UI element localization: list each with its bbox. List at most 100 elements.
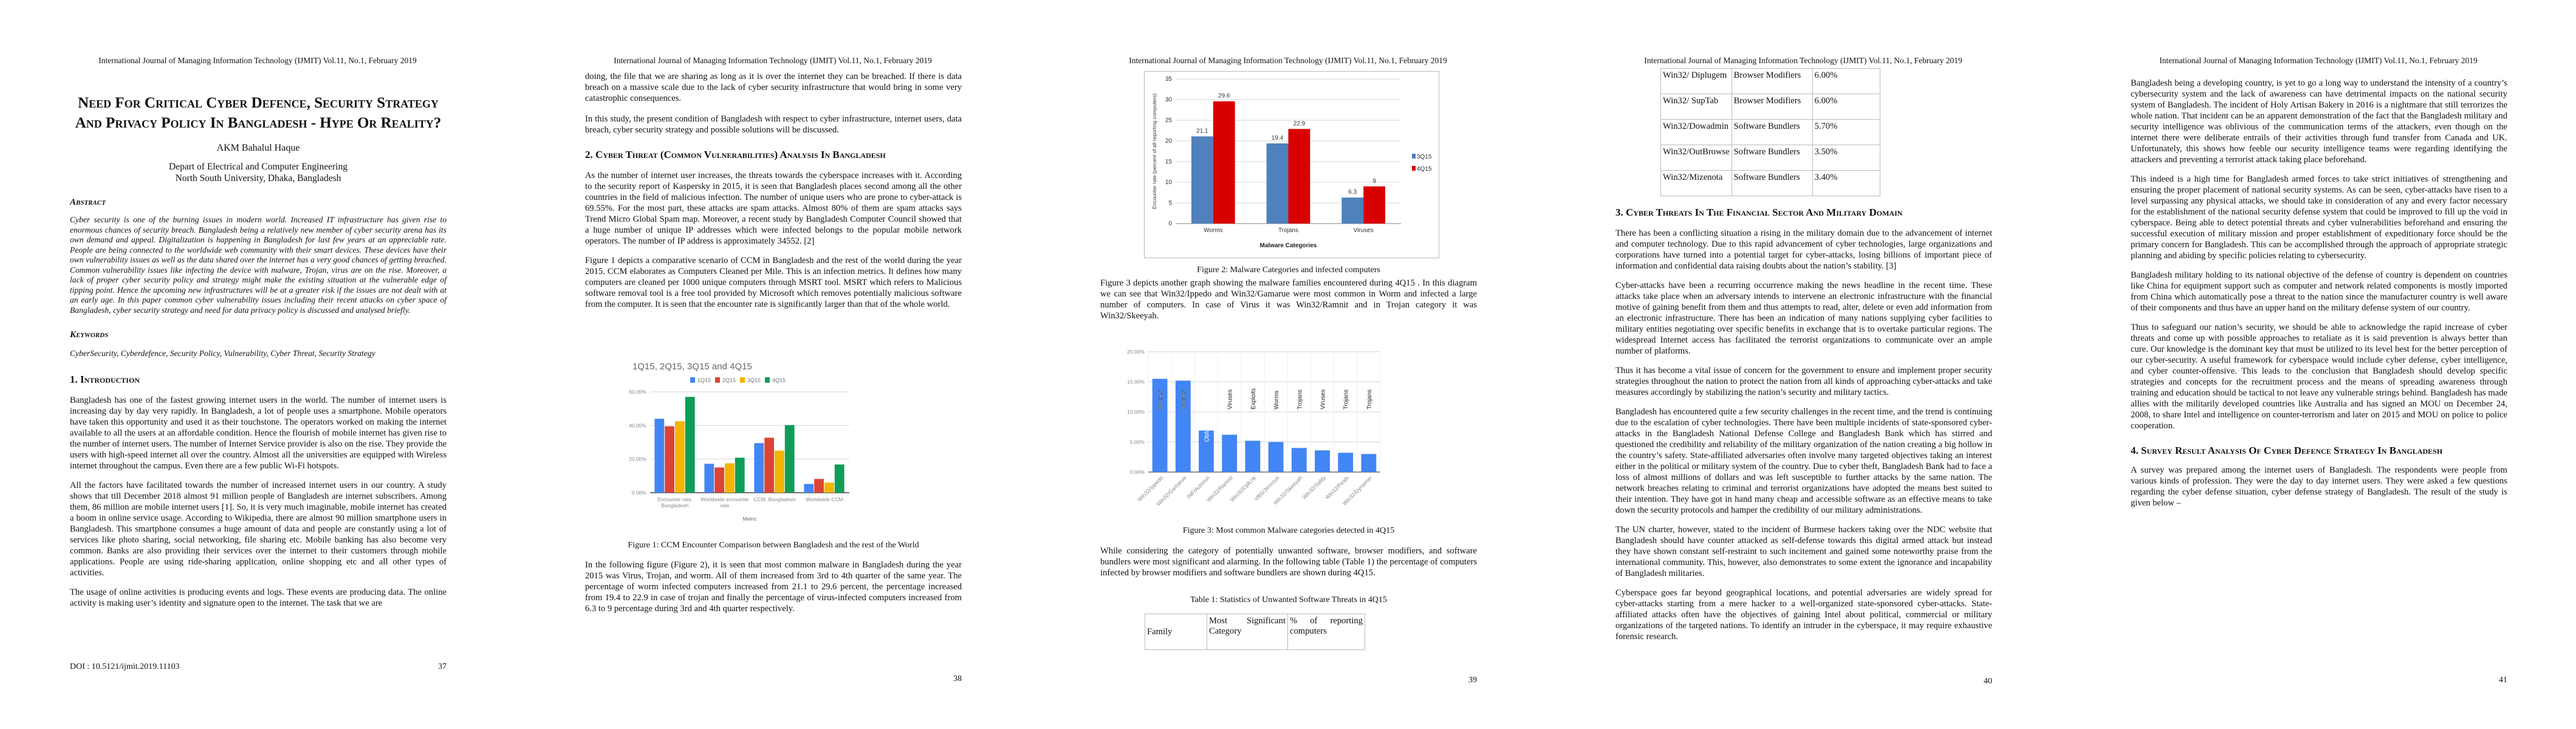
bar-category-label: Trojans <box>1343 389 1350 409</box>
chart-title: 1Q15, 2Q15, 3Q15 and 4Q15 <box>632 361 752 372</box>
bar-4Q15-2 <box>1363 186 1386 224</box>
bar-4Q15-2 <box>784 425 795 493</box>
bar-4Q15-3 <box>1222 434 1238 472</box>
table-row: Win32/OutBrowse Software Bundlers 3.50% <box>1660 145 1881 171</box>
legend-label: 1Q15 <box>697 377 711 383</box>
y-tick-label: 0 <box>1168 221 1172 227</box>
table-cell-percent: 3.50% <box>1812 145 1881 171</box>
paragraph: Thus to safeguard our nation’s security,… <box>2131 323 2507 431</box>
figure-2-chart: 0 5 10 15 20 25 30 35 21.1 29.6 Worms 19.4 22.9 Troja… <box>1144 71 1439 258</box>
page-41: International Journal of Managing Inform… <box>2061 0 2576 729</box>
x-tick-label: Worldwide CCM <box>806 496 843 502</box>
table-cell-percent: 6.00% <box>1812 94 1881 120</box>
table-cell-family: Win32/Mizenota <box>1660 170 1732 196</box>
bar-4Q15-7 <box>1315 450 1330 472</box>
bar-category-label: Trojans <box>1297 389 1303 409</box>
table-cell-family: Win32/ SupTab <box>1660 94 1732 120</box>
bar-4Q15-3 <box>834 464 844 493</box>
paragraph: In the following figure (Figure 2), it i… <box>585 560 962 614</box>
data-label: 9 <box>1372 178 1376 185</box>
paper-title: Need For Critical Cyber Defence, Securit… <box>75 95 442 131</box>
table-cell-percent: 5.70% <box>1812 119 1881 145</box>
page1-content: Need For Critical Cyber Defence, Securit… <box>70 66 447 609</box>
bar-category-label: Trojans <box>1366 389 1373 409</box>
bar-category-label: Worms <box>1180 391 1187 409</box>
y-tick-label: 30 <box>1165 97 1173 103</box>
data-label: 21.1 <box>1196 128 1208 135</box>
bar-4Q15-9 <box>1361 454 1377 472</box>
bar-3Q15-1 <box>1266 143 1289 224</box>
paragraph: Bangladesh has encountered quite a few s… <box>1615 407 1992 515</box>
bar-4Q15-1 <box>735 457 745 493</box>
data-label: 19.4 <box>1272 135 1284 142</box>
paragraph: Cyber-attacks have been a recurring occu… <box>1615 281 1992 356</box>
paragraph: Cyberspace goes far beyond geographical … <box>1615 588 1992 642</box>
section-4-heading: 4. Survey Result Analysis Of Cyber Defen… <box>2131 445 2443 456</box>
table-cell-category: Software Bundlers <box>1731 145 1813 171</box>
table-cell-percent: 6.00% <box>1812 68 1881 94</box>
legend-swatch-2Q15 <box>715 377 720 383</box>
bar-category-label: Worms <box>1157 391 1164 409</box>
figure-1-caption: Figure 1: CCM Encounter Comparison betwe… <box>628 541 919 550</box>
page5-content: Bangladesh being a developing country, i… <box>2131 78 2507 508</box>
y-tick-label: 25 <box>1165 117 1173 124</box>
table-cell-category: Browser Modifiers <box>1731 94 1813 120</box>
table-row: Win32/ Diplugem Browser Modifiers 6.00% <box>1660 68 1881 94</box>
table-cell-category: Software Bundlers <box>1731 119 1813 145</box>
introduction-heading: 1. Introduction <box>70 373 140 385</box>
page-number: 37 <box>438 662 447 671</box>
running-header: International Journal of Managing Inform… <box>1129 56 1447 65</box>
table-header-family: Family <box>1145 614 1207 650</box>
paragraph: In this study, the present condition of … <box>585 114 962 135</box>
running-header: International Journal of Managing Inform… <box>98 56 417 65</box>
table-1-caption: Table 1: Statistics of Unwanted Software… <box>1190 595 1387 604</box>
x-tick-label: Encounter rate, <box>657 496 693 502</box>
paragraph: As the number of internet user increases… <box>585 171 962 246</box>
bar-4Q15-2 <box>1199 430 1214 472</box>
running-header: International Journal of Managing Inform… <box>2159 56 2478 65</box>
bar-1Q15-2 <box>754 443 764 493</box>
bar-1Q15-3 <box>804 484 814 493</box>
bar-2Q15-0 <box>665 426 674 493</box>
figure-1-chart: 0.00% 20.00% 40.00% 60.00% Encounter rate,Ba… <box>629 361 849 522</box>
keywords-heading: Keywords <box>70 330 109 340</box>
paragraph: The UN charter, however, stated to the i… <box>1615 525 1992 578</box>
table-header-row: Family Most Significant Category % of re… <box>1145 614 1365 650</box>
bar-4Q15-5 <box>1268 442 1284 472</box>
page-39: International Journal of Managing Inform… <box>1030 0 1546 729</box>
x-tick-label: Viruses <box>1354 227 1374 234</box>
table-cell-family: Win32/OutBrowse <box>1660 145 1732 171</box>
running-header: International Journal of Managing Inform… <box>614 56 932 65</box>
data-label: 6.3 <box>1348 189 1357 196</box>
legend-swatch-1Q15 <box>690 377 695 383</box>
paragraph: Figure 1 depicts a comparative scenario … <box>585 256 962 309</box>
table-row: Win32/ SupTab Browser Modifiers 6.00% <box>1660 94 1881 120</box>
page3-para1: Figure 3 depicts another graph showing t… <box>1100 278 1477 321</box>
x-tick-label: CCM, Bangladesh <box>754 496 796 502</box>
affiliation-university: North South University, Dhaka, Banglades… <box>175 173 341 183</box>
bar-1Q15-1 <box>704 464 714 493</box>
table-header-category: Most Significant Category <box>1207 614 1288 650</box>
bar-1Q15-0 <box>654 419 665 493</box>
x-tick-label: INF/Autorun <box>1186 474 1211 499</box>
data-label: 22.9 <box>1293 120 1306 127</box>
section-3-heading: 3. Cyber Threats In The Financial Sector… <box>1615 207 1903 218</box>
bar-3Q15-0 <box>675 421 685 493</box>
legend-swatch-4Q15 <box>1412 166 1416 171</box>
bar-2Q15-3 <box>814 479 824 493</box>
paragraph: This indeed is a high time for Banglades… <box>2131 174 2507 261</box>
page-number: 40 <box>1984 677 1992 686</box>
legend-label: 3Q15 <box>1417 154 1432 160</box>
legend-label: 4Q15 <box>772 377 786 383</box>
doi[interactable]: DOI : 10.5121/ijmit.2019.11103 <box>70 662 180 671</box>
legend-label: 3Q15 <box>747 377 761 383</box>
paragraph: Bangladesh military holding to its natio… <box>2131 270 2507 313</box>
table-header-percent: % of reporting computers <box>1287 614 1365 650</box>
bar-4Q15-1 <box>1175 380 1191 472</box>
table-1-body: Win32/ Diplugem Browser Modifiers 6.00% Win… <box>1660 68 1881 196</box>
x-tick-label: Win32/Sality <box>1301 474 1327 501</box>
x-axis-title: Malware Categories <box>1260 242 1317 249</box>
bar-2Q15-1 <box>714 467 724 493</box>
affiliation: Depart of Electrical and Computer Engine… <box>70 161 447 184</box>
page-38: International Journal of Managing Inform… <box>515 0 1030 729</box>
